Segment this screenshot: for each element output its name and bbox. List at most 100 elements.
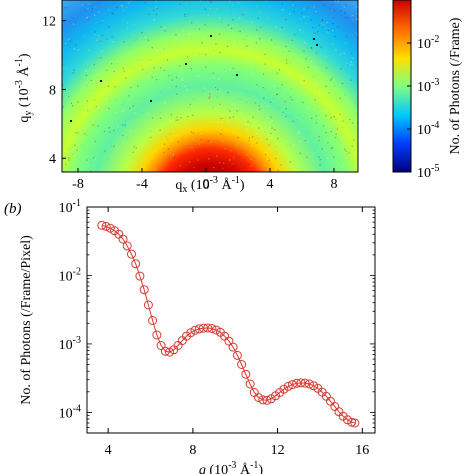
speckle xyxy=(140,59,142,61)
speckle xyxy=(246,130,249,132)
speckle xyxy=(152,105,154,107)
speckle xyxy=(337,0,339,2)
speckle xyxy=(281,3,283,5)
speckle xyxy=(310,47,312,49)
speckle xyxy=(132,165,134,167)
speckle xyxy=(109,39,111,41)
speckle xyxy=(173,15,175,17)
speckle xyxy=(269,122,271,124)
speckle xyxy=(153,19,155,21)
speckle xyxy=(95,86,97,88)
speckle xyxy=(134,78,136,80)
speckle xyxy=(313,83,315,85)
speckle xyxy=(292,120,294,123)
speckle xyxy=(352,14,354,17)
speckle xyxy=(96,106,98,108)
speckle xyxy=(172,57,174,59)
speckle xyxy=(352,34,354,37)
speckle xyxy=(94,14,96,16)
speckle xyxy=(232,156,235,159)
speckle xyxy=(325,51,327,53)
speckle xyxy=(201,133,203,135)
heatmap-y-tick-label: 4 xyxy=(49,152,56,167)
speckle xyxy=(333,85,335,87)
speckle xyxy=(142,111,144,113)
speckle xyxy=(150,136,152,138)
speckle xyxy=(211,93,213,95)
speckle xyxy=(309,66,311,68)
speckle xyxy=(164,69,166,71)
speckle xyxy=(350,61,352,63)
speckle xyxy=(192,114,194,116)
speckle xyxy=(116,99,118,102)
speckle xyxy=(212,76,214,78)
speckle xyxy=(197,51,200,54)
speckle xyxy=(303,8,305,10)
speckle xyxy=(352,57,354,59)
speckle xyxy=(280,138,282,141)
speckle xyxy=(212,72,214,74)
speckle xyxy=(208,97,210,99)
speckle xyxy=(62,67,64,70)
speckle xyxy=(254,102,256,104)
speckle xyxy=(266,138,268,140)
speckle xyxy=(310,88,312,90)
speckle xyxy=(101,34,103,37)
speckle xyxy=(151,47,153,49)
speckle xyxy=(143,90,146,92)
speckle xyxy=(148,50,150,52)
speckle xyxy=(249,150,251,152)
speckle xyxy=(259,38,261,40)
speckle xyxy=(347,17,349,19)
speckle xyxy=(113,70,115,73)
speckle xyxy=(257,17,259,19)
speckle xyxy=(188,161,191,163)
speckle xyxy=(62,158,64,160)
speckle xyxy=(258,78,260,80)
speckle xyxy=(296,119,298,121)
speckle xyxy=(229,120,231,122)
profile-point xyxy=(224,336,234,346)
speckle xyxy=(75,47,77,49)
speckle xyxy=(200,139,202,141)
speckle xyxy=(192,138,194,140)
speckle xyxy=(288,50,290,52)
speckle xyxy=(277,58,279,60)
speckle xyxy=(137,105,139,107)
speckle xyxy=(181,85,183,87)
speckle xyxy=(120,41,122,43)
speckle xyxy=(127,2,129,4)
speckle xyxy=(255,132,257,134)
speckle xyxy=(68,38,70,41)
speckle xyxy=(75,142,78,144)
speckle xyxy=(129,130,132,132)
speckle xyxy=(293,144,295,146)
speckle xyxy=(326,89,328,91)
speckle xyxy=(238,92,240,94)
profile-point xyxy=(283,381,293,391)
speckle xyxy=(105,106,107,109)
speckle xyxy=(103,130,106,133)
speckle xyxy=(190,131,192,133)
speckle xyxy=(170,114,173,116)
speckle xyxy=(135,125,137,127)
speckle xyxy=(264,80,266,82)
profile-y-axis: 10-1 10-2 10-3 10-4 xyxy=(59,198,375,434)
speckle xyxy=(137,151,139,153)
speckle xyxy=(155,49,158,52)
speckle xyxy=(90,161,92,163)
speckle xyxy=(285,18,287,21)
speckle xyxy=(85,116,87,118)
speckle xyxy=(134,39,136,41)
speckle xyxy=(299,113,301,116)
speckle xyxy=(255,36,257,38)
speckle xyxy=(107,3,109,5)
speckle xyxy=(293,34,296,36)
heatmap-panel: -8 -4 0 4 8 4 8 12 qx (10-3 Å-1) qy (10-3 Å-1)… xyxy=(14,0,463,195)
speckle xyxy=(179,3,181,5)
speckle xyxy=(62,143,64,146)
speckle xyxy=(162,129,165,131)
speckle xyxy=(163,143,166,145)
speckle xyxy=(279,29,281,31)
speckle xyxy=(104,150,106,152)
